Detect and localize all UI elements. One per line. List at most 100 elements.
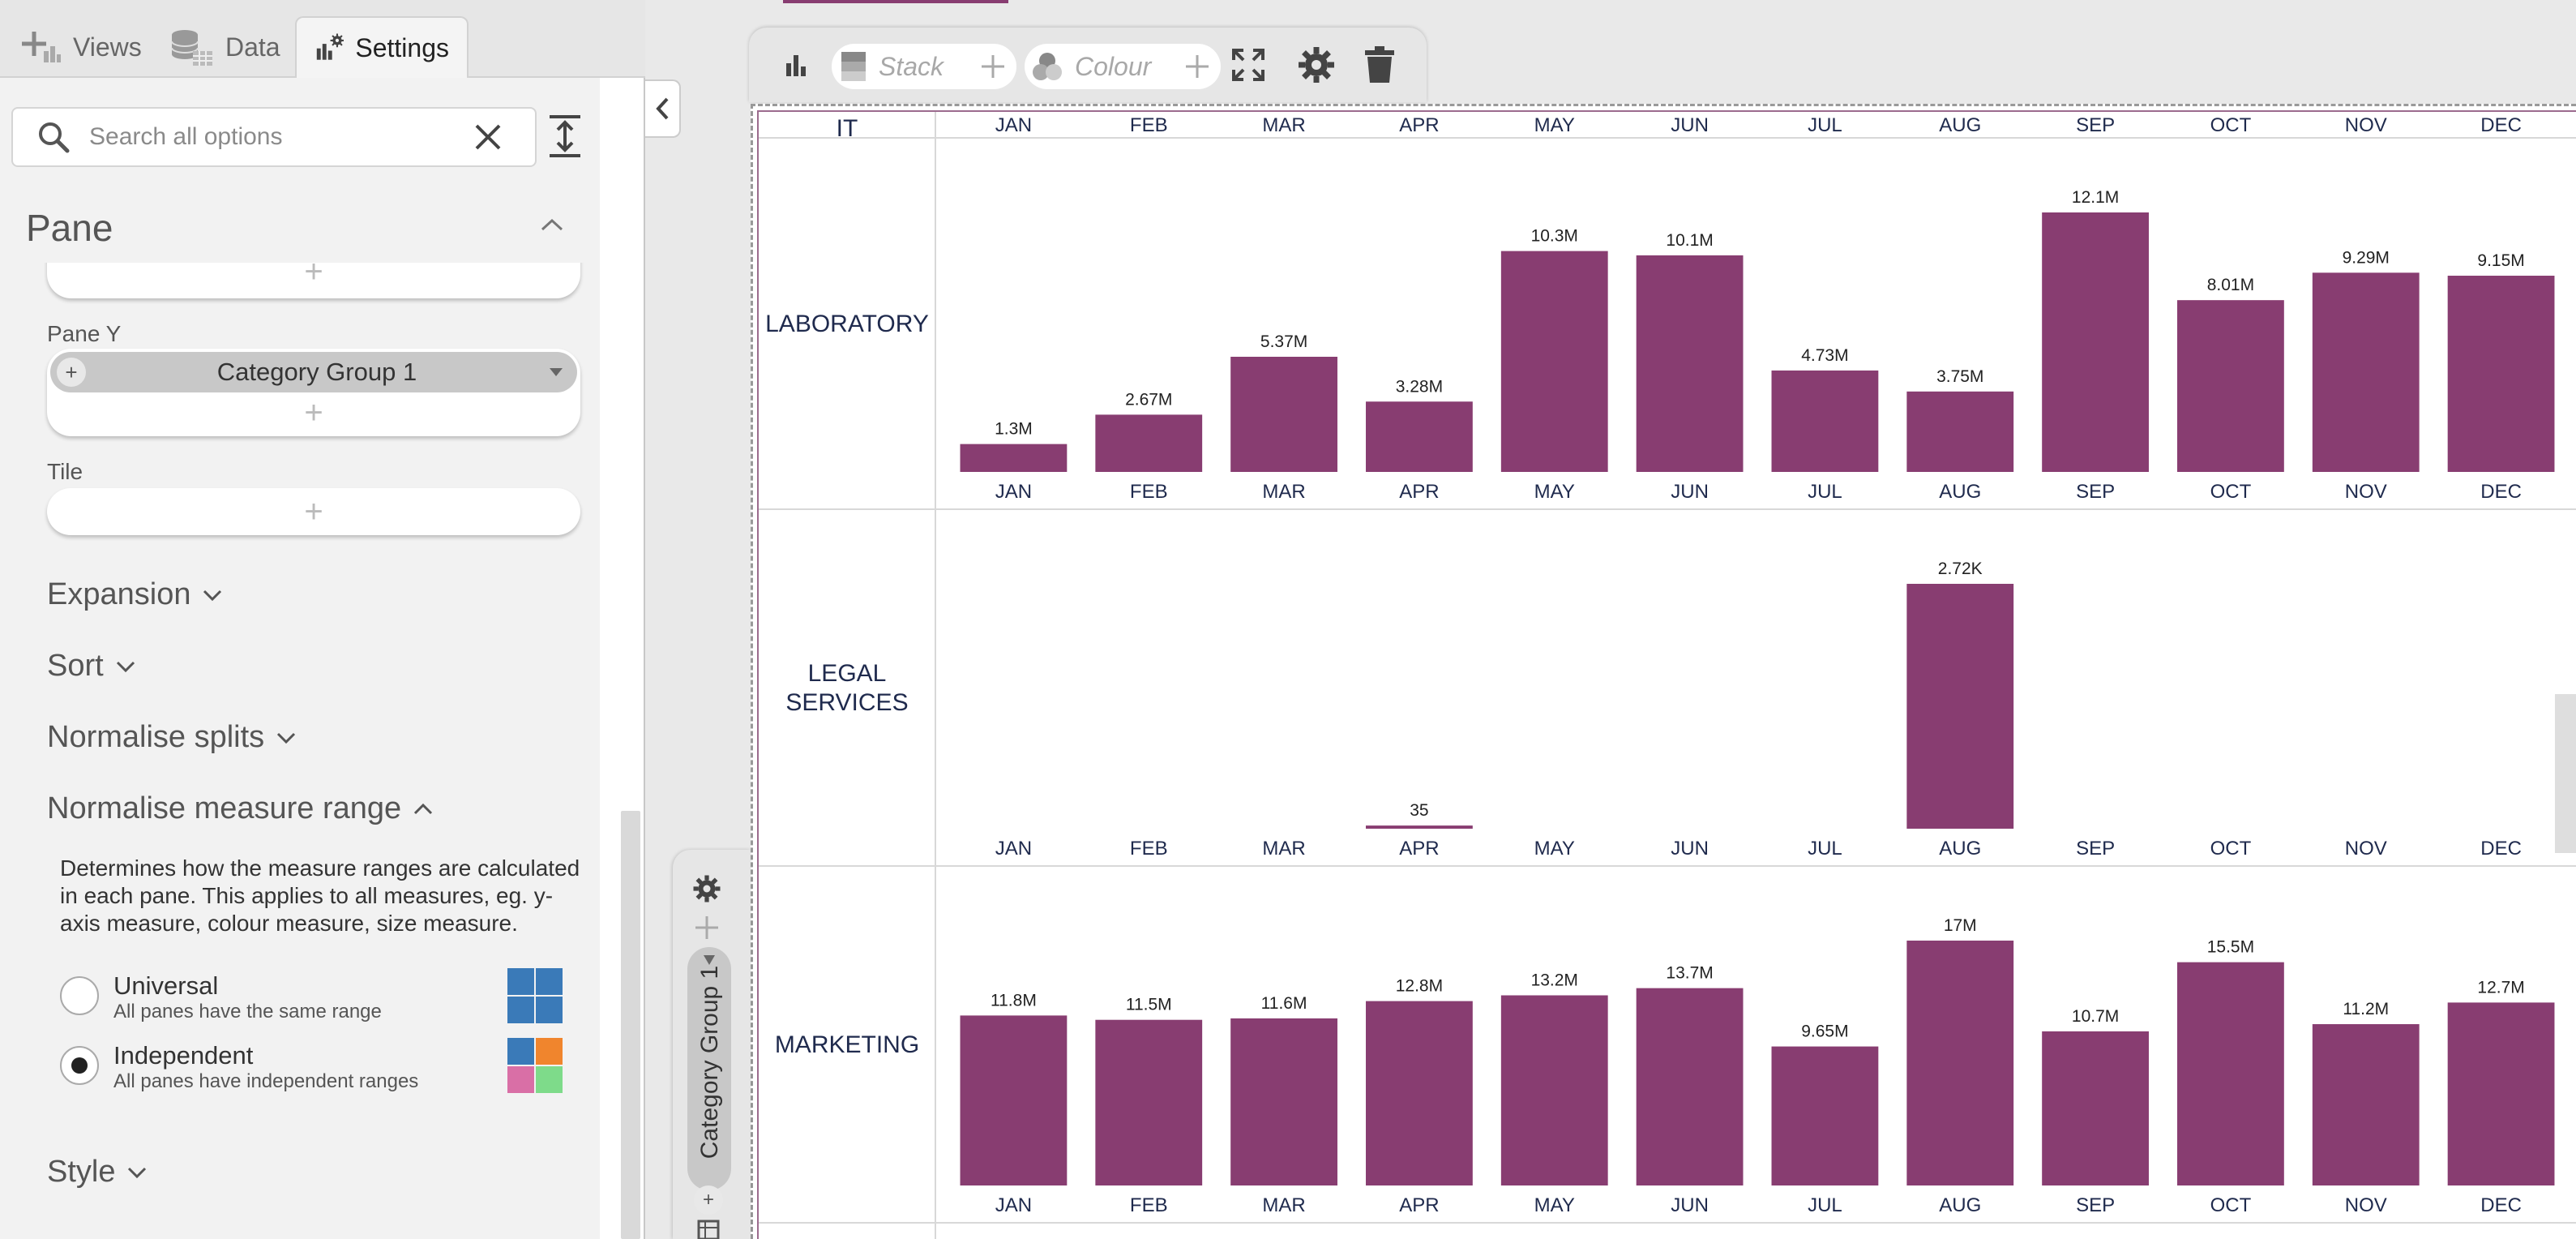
bar-value-label: 35 [1410, 801, 1428, 820]
universal-subtitle: All panes have the same range [113, 1001, 382, 1022]
pane-label: LABORATORY [765, 311, 929, 337]
x-tick-label: NOV [2345, 114, 2387, 136]
bar[interactable] [1230, 1018, 1337, 1185]
pane-y-field-pill[interactable]: + Category Group 1 [50, 352, 577, 392]
search-input[interactable] [89, 123, 462, 151]
add-icon[interactable]: + [57, 358, 86, 387]
pane-label: MARKETING [775, 1031, 919, 1058]
tile-slot[interactable]: + [47, 488, 580, 535]
independent-title: Independent [113, 1041, 254, 1070]
independent-radio[interactable] [60, 1046, 99, 1085]
bar[interactable] [1906, 941, 2014, 1185]
sort-section[interactable]: Sort [47, 649, 136, 684]
bar[interactable] [1500, 251, 1608, 472]
caret-down-icon[interactable] [548, 367, 564, 378]
add-icon[interactable]: + [694, 1185, 723, 1215]
clear-search-icon[interactable] [473, 122, 503, 152]
fullscreen-icon[interactable] [1230, 47, 1266, 83]
caret-down-icon[interactable] [702, 954, 717, 967]
bar[interactable] [2042, 1031, 2149, 1185]
bar[interactable] [2177, 300, 2284, 472]
bar-value-label: 12.8M [1396, 977, 1443, 996]
x-tick-label: OCT [2210, 1194, 2252, 1216]
table-icon[interactable] [697, 1220, 720, 1239]
bar[interactable] [1500, 995, 1608, 1185]
chart-area[interactable]: IT JAN FEB MAR APR MAY JUN JUL AUG SEP OCT NOV DEC LA… [757, 110, 2576, 1239]
database-icon [171, 30, 212, 66]
universal-range-icon [507, 968, 563, 1023]
search-box [11, 107, 537, 167]
bar[interactable] [1771, 1046, 1879, 1185]
x-tick-label: FEB [1130, 481, 1168, 503]
bar[interactable] [960, 1015, 1068, 1185]
chevron-down-icon [203, 589, 222, 601]
x-tick-label: JUN [1671, 114, 1709, 136]
bar[interactable] [1366, 1001, 1473, 1185]
tab-settings[interactable]: Settings [295, 16, 469, 78]
normalise-splits-section[interactable]: Normalise splits [47, 720, 297, 755]
add-icon[interactable] [694, 915, 720, 941]
tab-views[interactable]: Views [3, 16, 160, 78]
bar[interactable] [1095, 414, 1203, 472]
chart-scrollbar[interactable] [2555, 694, 2576, 853]
bar[interactable] [1366, 825, 1473, 829]
x-tick-label: FEB [1130, 114, 1168, 136]
add-colour-icon[interactable] [1183, 53, 1211, 80]
y-axis-field-pill[interactable] [687, 947, 731, 1190]
tab-data[interactable]: Data [151, 16, 298, 78]
normalise-measure-range-section[interactable]: Normalise measure range [47, 791, 434, 826]
gear-icon[interactable] [692, 874, 721, 903]
bar[interactable] [1636, 255, 1744, 472]
gear-icon[interactable] [1297, 45, 1336, 84]
universal-radio[interactable] [60, 976, 99, 1015]
bar[interactable] [2447, 1002, 2555, 1185]
bar-value-label: 3.28M [1396, 377, 1443, 396]
chevron-up-icon[interactable] [540, 217, 564, 232]
bar[interactable] [2177, 962, 2284, 1185]
bar[interactable] [1095, 1019, 1203, 1185]
bar[interactable] [2312, 272, 2420, 472]
bar-value-label: 2.72K [1938, 559, 1983, 578]
bar-value-label: 2.67M [1125, 390, 1172, 409]
bar[interactable] [1366, 401, 1473, 472]
bar-chart: IT JAN FEB MAR APR MAY JUN JUL AUG SEP OCT NOV DEC LA… [759, 112, 2576, 1239]
bar[interactable] [1906, 391, 2014, 472]
trash-icon[interactable] [1363, 45, 1396, 84]
chevron-down-icon [128, 1167, 147, 1178]
bar[interactable] [2447, 276, 2555, 472]
colour-drop-pill[interactable]: Colour [1025, 44, 1221, 89]
independent-range-icon [507, 1038, 563, 1093]
add-stack-icon[interactable] [979, 53, 1007, 80]
x-tick-label: OCT [2210, 481, 2252, 503]
x-tick-label: JUN [1671, 838, 1709, 860]
bar[interactable] [2312, 1024, 2420, 1185]
x-tick-label: MAR [1262, 481, 1305, 503]
collapse-all-icon[interactable] [548, 114, 582, 159]
x-tick-label: MAY [1534, 1194, 1575, 1216]
bar-value-label: 12.1M [2072, 188, 2119, 207]
panel-scrollbar-thumb[interactable] [621, 811, 640, 1239]
bar-value-label: 15.5M [2207, 938, 2254, 957]
expansion-section[interactable]: Expansion [47, 577, 223, 612]
chevron-up-icon [414, 803, 433, 814]
x-tick-label: JUL [1808, 1194, 1842, 1216]
bar-value-label: 10.7M [2072, 1007, 2119, 1026]
bar[interactable] [960, 444, 1068, 472]
pane-y-field-label: Category Group 1 [216, 358, 417, 386]
bar-chart-icon[interactable] [785, 52, 807, 78]
bar[interactable] [1636, 988, 1744, 1185]
style-section[interactable]: Style [47, 1155, 148, 1190]
pane-section-title[interactable]: Pane [26, 207, 113, 249]
x-tick-label: NOV [2345, 838, 2387, 860]
x-tick-label: SEP [2076, 114, 2115, 136]
stack-drop-pill[interactable]: Stack [832, 44, 1016, 89]
x-tick-label: JAN [995, 838, 1032, 860]
collapse-panel-button[interactable] [645, 79, 681, 138]
bar-value-label: 13.7M [1666, 964, 1713, 983]
bar[interactable] [2042, 212, 2149, 472]
x-tick-label: DEC [2480, 114, 2522, 136]
bar[interactable] [1906, 584, 2014, 829]
bar[interactable] [1771, 370, 1879, 472]
bar[interactable] [1230, 356, 1337, 472]
bar-value-label: 4.73M [1801, 346, 1848, 365]
